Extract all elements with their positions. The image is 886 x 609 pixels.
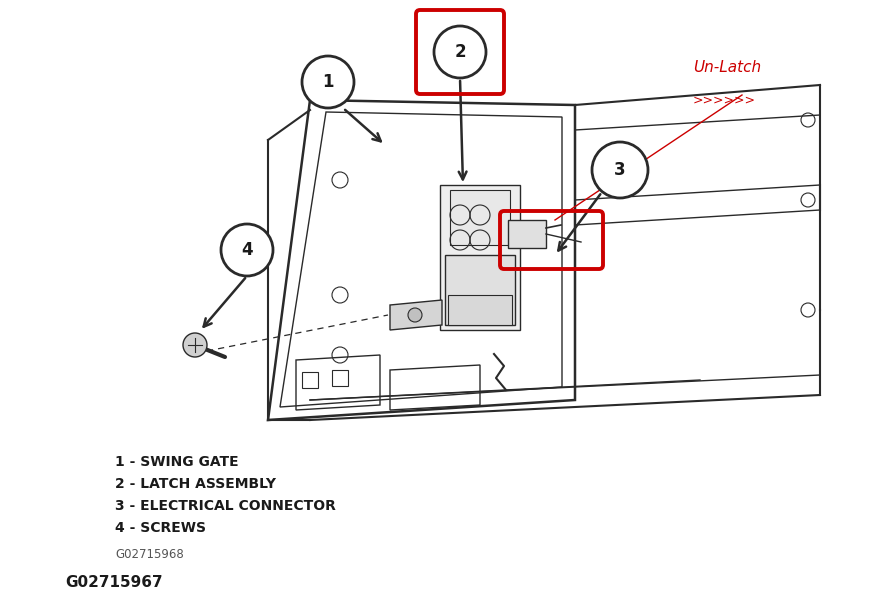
Bar: [508, 220, 546, 248]
Text: 3: 3: [614, 161, 626, 179]
Text: G02715967: G02715967: [65, 575, 163, 590]
Text: >>>>>>: >>>>>>: [693, 94, 756, 107]
Text: 1 - SWING GATE: 1 - SWING GATE: [115, 455, 238, 469]
Text: 4 - SCREWS: 4 - SCREWS: [115, 521, 206, 535]
Bar: [448, 295, 512, 325]
Bar: [302, 372, 318, 388]
Circle shape: [408, 308, 422, 322]
Text: Un-Latch: Un-Latch: [693, 60, 761, 76]
Text: G02715968: G02715968: [115, 548, 183, 561]
Bar: [445, 255, 515, 325]
Circle shape: [221, 224, 273, 276]
Circle shape: [183, 333, 207, 357]
Text: 3 - ELECTRICAL CONNECTOR: 3 - ELECTRICAL CONNECTOR: [115, 499, 336, 513]
Text: 2 - LATCH ASSEMBLY: 2 - LATCH ASSEMBLY: [115, 477, 276, 491]
Bar: [440, 185, 520, 330]
Circle shape: [302, 56, 354, 108]
Text: 4: 4: [241, 241, 253, 259]
Polygon shape: [390, 300, 442, 330]
Circle shape: [434, 26, 486, 78]
Bar: [332, 370, 348, 386]
Bar: [450, 190, 510, 245]
Circle shape: [592, 142, 648, 198]
Text: 2: 2: [455, 43, 466, 61]
Text: 1: 1: [323, 73, 334, 91]
